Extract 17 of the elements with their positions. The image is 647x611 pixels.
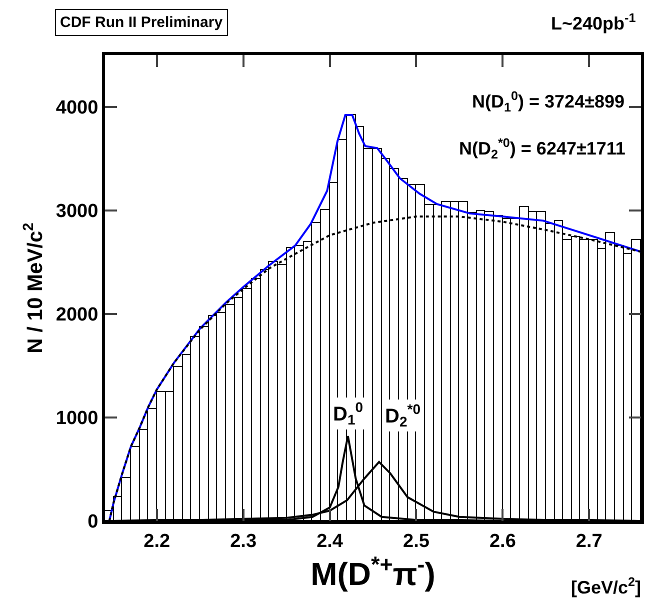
- x-axis-title: M(D$^{*+}$π$^{-}$): [310, 552, 436, 592]
- text: L~240pb$^{-1}$: [551, 11, 636, 34]
- y-tick-label: 3000: [56, 200, 98, 222]
- x-tick-label: 2.4: [316, 530, 344, 552]
- text: CDF Run II Preliminary: [60, 14, 224, 31]
- y-tick-label: 4000: [56, 97, 98, 118]
- y-tick-label: 2000: [56, 304, 98, 326]
- x-tick-label: 2.3: [230, 530, 257, 552]
- text: [GeV/c$^{2}$]: [571, 575, 642, 598]
- annotation: N(D$_{1}$$^{0}$) = 3724±899: [472, 89, 624, 114]
- x-tick-label: 2.5: [403, 530, 430, 552]
- x-tick-label: 2.7: [576, 530, 602, 552]
- x-tick-label: 2.6: [489, 530, 516, 552]
- x-tick-label: 2.2: [144, 530, 170, 552]
- y-tick-label: 1000: [56, 408, 98, 430]
- y-tick-label: 0: [88, 512, 98, 533]
- annotation: N(D$_{2}$$^{*0}$) = 6247±1711: [459, 136, 626, 162]
